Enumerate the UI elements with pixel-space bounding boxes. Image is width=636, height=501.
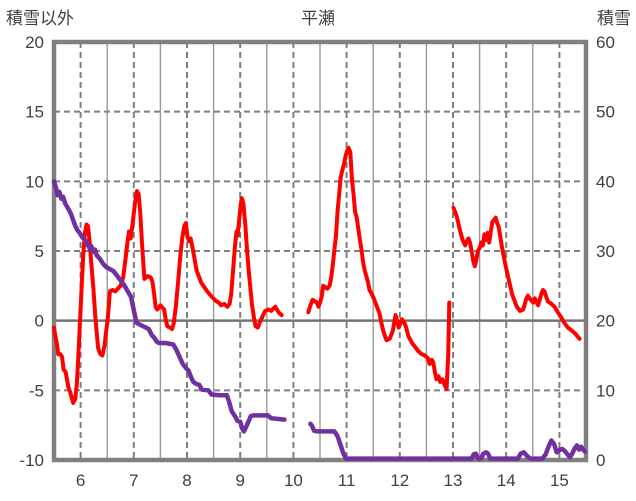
- svg-text:8: 8: [182, 471, 191, 490]
- chart-title: 平瀬: [301, 9, 335, 28]
- gridlines: [54, 42, 586, 460]
- svg-text:0: 0: [596, 451, 605, 470]
- svg-text:12: 12: [390, 471, 409, 490]
- svg-text:20: 20: [25, 33, 44, 52]
- left-axis-labels: 20 15 10 5 0 -5 -10: [19, 33, 44, 470]
- svg-text:-5: -5: [29, 381, 44, 400]
- svg-text:7: 7: [129, 471, 138, 490]
- svg-text:9: 9: [235, 471, 244, 490]
- svg-text:60: 60: [596, 33, 615, 52]
- svg-text:10: 10: [25, 172, 44, 191]
- svg-text:20: 20: [596, 312, 615, 331]
- svg-text:50: 50: [596, 103, 615, 122]
- svg-text:0: 0: [35, 312, 44, 331]
- left-axis-title: 積雪以外: [6, 9, 74, 28]
- svg-text:40: 40: [596, 172, 615, 191]
- temperature-line: [52, 145, 582, 405]
- svg-text:30: 30: [596, 242, 615, 261]
- svg-text:-10: -10: [19, 451, 44, 470]
- x-axis-labels: 6 7 8 9 10 11 12 13 14 15: [76, 471, 569, 490]
- svg-text:10: 10: [284, 471, 303, 490]
- svg-text:13: 13: [444, 471, 463, 490]
- right-axis-title: 積雪: [597, 9, 631, 28]
- snow-depth-line: [51, 179, 588, 461]
- right-axis-labels: 60 50 40 30 20 10 0: [596, 33, 615, 470]
- svg-text:14: 14: [497, 471, 516, 490]
- svg-text:15: 15: [550, 471, 569, 490]
- svg-text:6: 6: [76, 471, 85, 490]
- svg-text:5: 5: [35, 242, 44, 261]
- svg-text:15: 15: [25, 103, 44, 122]
- plot-frame: [51, 39, 589, 463]
- svg-text:10: 10: [596, 381, 615, 400]
- svg-text:11: 11: [338, 471, 356, 490]
